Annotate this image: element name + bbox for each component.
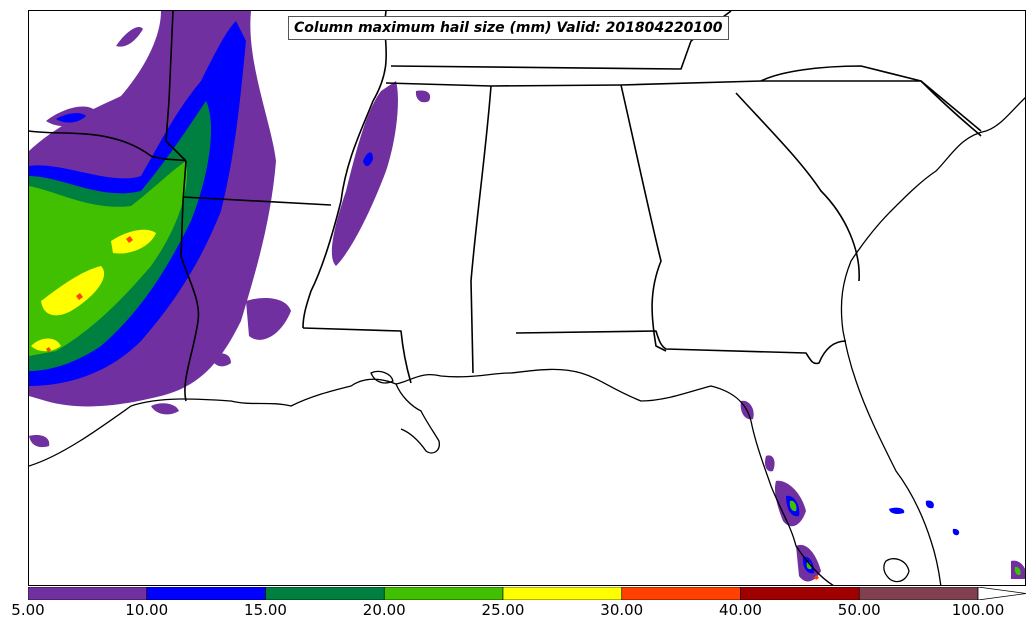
colorbar-segment [28,587,148,600]
colorbar-extend-arrow [977,587,1026,600]
state-boundaries [29,11,982,402]
hail-swath-central [29,81,431,448]
colorbar-segment [146,587,266,600]
boundary-tn-south [385,80,982,132]
colorbar-tick-label: 100.00 [951,601,1005,619]
coastline-bay [370,370,394,384]
boundary-al-fl [515,330,847,365]
hail-contour-10mm-streak [56,113,86,123]
colorbar-segment [621,587,741,600]
boundary-la-ms [302,327,412,384]
colorbar-tick-label: 40.00 [719,601,762,619]
hail-contour-10mm-band [363,152,373,167]
hail-contour-25mm [31,229,156,352]
boundary-al-ga [620,84,667,352]
boundary-ok-tx [29,130,187,162]
map-title: Column maximum hail size (mm) Valid: 201… [288,16,729,40]
coastline-lake-okeechobee [883,558,910,583]
colorbar-tick-label: 30.00 [600,601,644,619]
coastline-gulf [29,368,834,585]
colorbar-tick-label: 15.00 [244,601,287,619]
colorbar-segment [265,587,385,600]
map-panel [28,10,1026,586]
colorbar-tick-label: 20.00 [362,601,406,619]
coastline-atlantic [840,97,1025,585]
hail-contour-30mm-fl [814,575,819,580]
colorbar-segment [858,587,979,600]
colorbar [28,587,1026,600]
map-canvas [29,11,1025,585]
boundary-mississippi-river [302,11,388,329]
colorbar-tick-label: 10.00 [125,601,169,619]
hail-swath-west [29,11,276,407]
boundary-ar-west [165,11,187,162]
hail-contour-5mm-fl [740,400,1025,582]
coastline-la-delta [395,383,440,454]
colorbar-segment [383,587,504,600]
boundary-ms-al [470,85,492,374]
hail-contour-5mm-band [331,81,398,266]
colorbar-segment [502,587,623,600]
colorbar-tick-label: 50.00 [837,601,881,619]
colorbar-tick-label: 5.00 [11,601,45,619]
boundary-nc-sc [760,65,982,137]
hail-contour-5mm-streak [46,26,143,127]
boundary-tx-la [180,160,200,402]
colorbar-segment [740,587,860,600]
boundary-ga-sc [735,92,860,282]
coastline [29,97,1025,585]
boundary-ar-la [182,196,332,206]
hail-cells-florida [740,400,1025,582]
colorbar-tick-label: 25.00 [481,601,525,619]
